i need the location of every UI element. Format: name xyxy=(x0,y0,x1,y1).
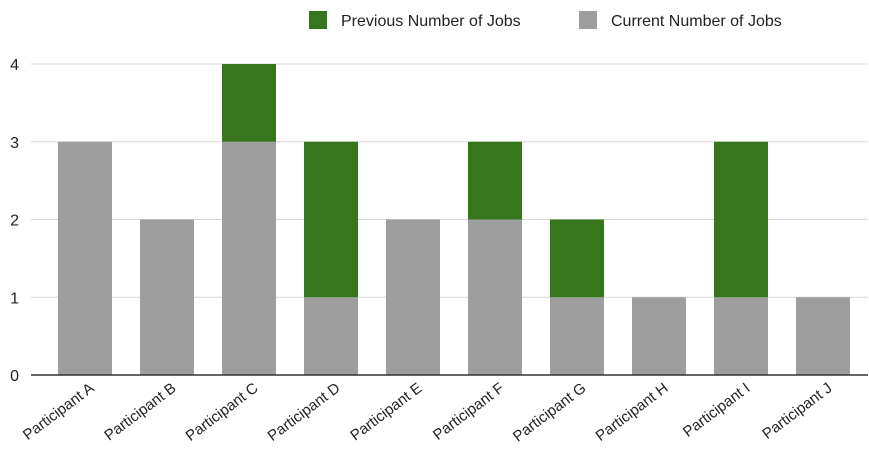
bar-previous-number-of-jobs-participant-i xyxy=(714,141,768,298)
legend-label-previous-number-of-jobs: Previous Number of Jobs xyxy=(341,13,521,30)
bar-previous-number-of-jobs-participant-g xyxy=(550,219,604,298)
bars xyxy=(58,64,850,375)
bar-current-number-of-jobs-participant-a xyxy=(58,141,112,375)
legend-swatch-previous-number-of-jobs xyxy=(309,11,327,29)
y-tick-label: 1 xyxy=(10,290,19,307)
x-tick-label-participant-f: Participant F xyxy=(430,380,507,444)
legend: Previous Number of Jobs Current Number of… xyxy=(309,11,782,30)
bar-current-number-of-jobs-participant-j xyxy=(796,297,850,375)
x-tick-label-participant-j: Participant J xyxy=(759,380,835,443)
bar-current-number-of-jobs-participant-h xyxy=(632,297,686,375)
y-tick-label: 4 xyxy=(10,57,19,74)
bar-previous-number-of-jobs-participant-d xyxy=(304,141,358,298)
x-tick-label-participant-h: Participant H xyxy=(593,380,672,445)
bar-current-number-of-jobs-participant-g xyxy=(550,297,604,375)
legend-swatch-current-number-of-jobs xyxy=(579,11,597,29)
bar-previous-number-of-jobs-participant-f xyxy=(468,141,522,220)
bar-current-number-of-jobs-participant-i xyxy=(714,297,768,375)
bar-previous-number-of-jobs-participant-c xyxy=(222,64,276,142)
x-tick-label-participant-g: Participant G xyxy=(510,380,589,446)
y-tick-label: 0 xyxy=(10,368,19,385)
x-tick-label-participant-i: Participant I xyxy=(680,380,753,441)
bar-current-number-of-jobs-participant-f xyxy=(468,219,522,375)
x-tick-label-participant-b: Participant B xyxy=(101,380,179,445)
bar-current-number-of-jobs-participant-d xyxy=(304,297,358,375)
bar-current-number-of-jobs-participant-c xyxy=(222,141,276,375)
y-tick-label: 3 xyxy=(10,135,19,152)
bar-current-number-of-jobs-participant-b xyxy=(140,219,194,375)
x-tick-label-participant-d: Participant D xyxy=(265,380,344,445)
y-tick-label: 2 xyxy=(10,213,19,230)
legend-label-current-number-of-jobs: Current Number of Jobs xyxy=(611,13,782,30)
bar-current-number-of-jobs-participant-e xyxy=(386,219,440,375)
x-tick-label-participant-c: Participant C xyxy=(183,380,262,445)
x-tick-label-participant-a: Participant A xyxy=(20,380,97,444)
y-axis-ticks: 0 1 2 3 4 xyxy=(10,57,19,385)
x-tick-label-participant-e: Participant E xyxy=(347,380,425,445)
